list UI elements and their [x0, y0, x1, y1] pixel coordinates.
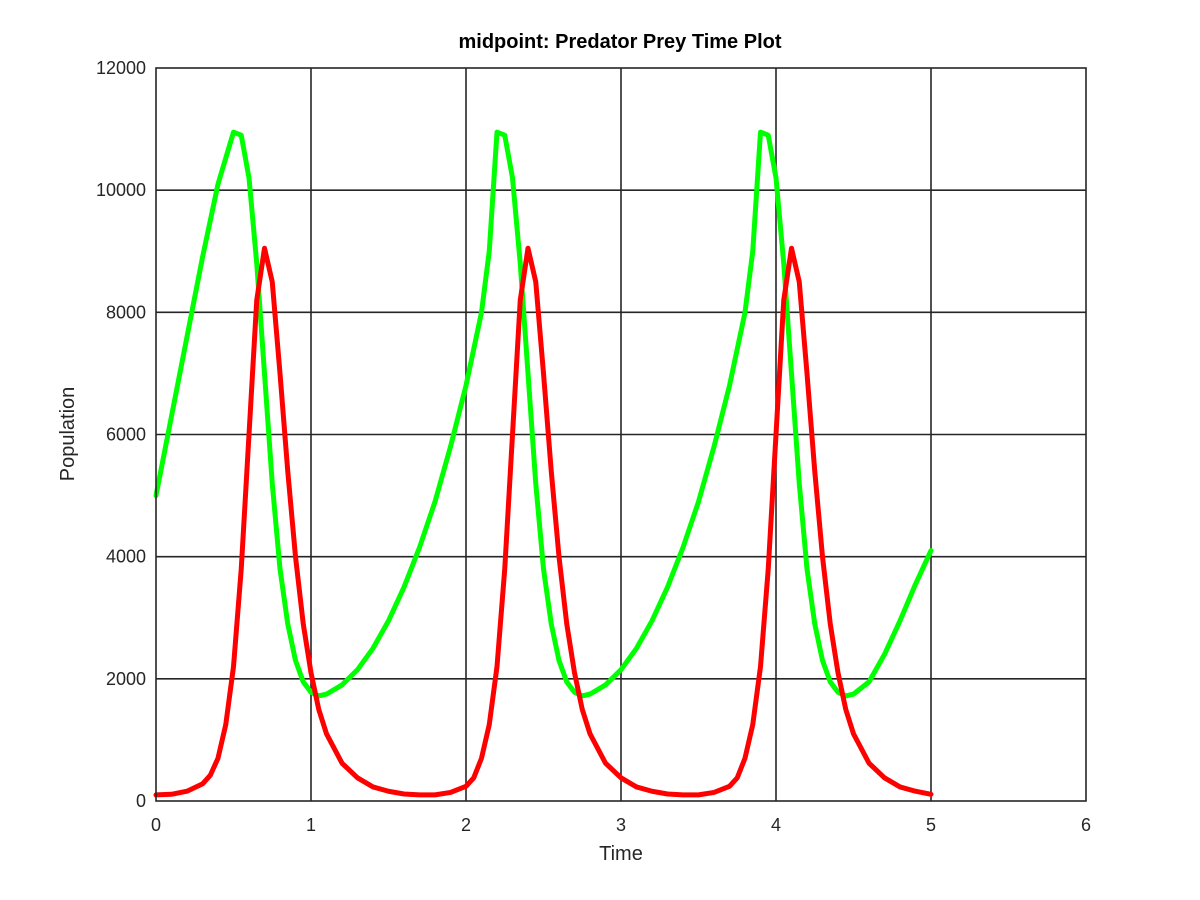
grid-lines: [156, 68, 1086, 801]
tick-labels: 0 1 2 3 4 5 6 0 2000 4000 6000 8000 10000 12000: [96, 58, 1091, 835]
y-tick-label: 12000: [96, 58, 146, 78]
y-axis-label: Population: [57, 387, 79, 482]
x-tick-label: 3: [616, 815, 626, 835]
y-tick-label: 6000: [106, 425, 146, 445]
x-tick-label: 0: [151, 815, 161, 835]
x-axis-label: Time: [599, 843, 643, 865]
series-line-2: [153, 245, 934, 798]
series-line-1: [153, 129, 934, 699]
y-tick-label: 0: [136, 791, 146, 811]
y-tick-label: 4000: [106, 547, 146, 567]
y-tick-label: 2000: [106, 669, 146, 689]
x-tick-label: 5: [926, 815, 936, 835]
y-tick-label: 10000: [96, 180, 146, 200]
series-lines: [153, 129, 934, 798]
x-tick-label: 6: [1081, 815, 1091, 835]
plot-frame: [155, 67, 1087, 802]
chart-title: midpoint: Predator Prey Time Plot: [458, 31, 781, 53]
x-tick-label: 1: [306, 815, 316, 835]
x-tick-label: 2: [461, 815, 471, 835]
y-tick-label: 8000: [106, 302, 146, 322]
x-tick-label: 4: [771, 815, 781, 835]
